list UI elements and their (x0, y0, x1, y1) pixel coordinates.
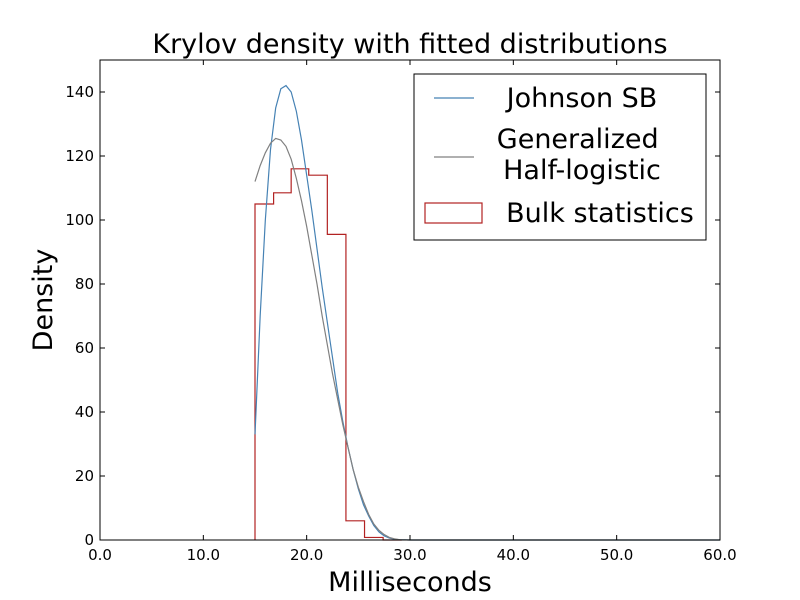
x-tick-label: 40.0 (497, 546, 530, 564)
y-ticks: 0 20 40 60 80 100 120 140 (65, 83, 720, 549)
y-tick-label: 80 (75, 275, 94, 293)
legend: Johnson SB Generalized Half-logistic Bul… (413, 73, 707, 241)
plot-content (254, 84, 720, 541)
series-bulk-statistics-histogram (254, 168, 402, 541)
y-tick-label: 140 (65, 83, 94, 101)
y-axis-title: Density (28, 249, 59, 352)
y-tick-label: 120 (65, 147, 94, 165)
x-axis-title: Milliseconds (328, 567, 492, 598)
x-tick-label: 50.0 (600, 546, 633, 564)
legend-swatch-bulk-statistics (424, 202, 483, 224)
legend-label-johnson-sb: Johnson SB (505, 83, 658, 114)
y-tick-label: 40 (75, 403, 94, 421)
x-tick-label: 60.0 (703, 546, 736, 564)
x-tick-label: 20.0 (290, 546, 323, 564)
y-tick-label: 0 (84, 531, 94, 549)
x-tick-label: 0.0 (88, 546, 112, 564)
x-ticks: 0.0 10.0 20.0 30.0 40.0 50.0 60.0 (88, 60, 737, 564)
chart-title: Krylov density with fitted distributions (152, 29, 667, 60)
series-generalized-half-logistic-line (254, 137, 720, 541)
x-tick-label: 10.0 (187, 546, 220, 564)
y-tick-label: 100 (65, 211, 94, 229)
legend-label-generalized-half-logistic: Generalized Half-logistic (497, 124, 667, 186)
legend-label-bulk-statistics: Bulk statistics (506, 198, 694, 229)
plot-frame (99, 59, 721, 541)
x-tick-label: 30.0 (393, 546, 426, 564)
y-tick-label: 20 (75, 467, 94, 485)
y-tick-label: 60 (75, 339, 94, 357)
